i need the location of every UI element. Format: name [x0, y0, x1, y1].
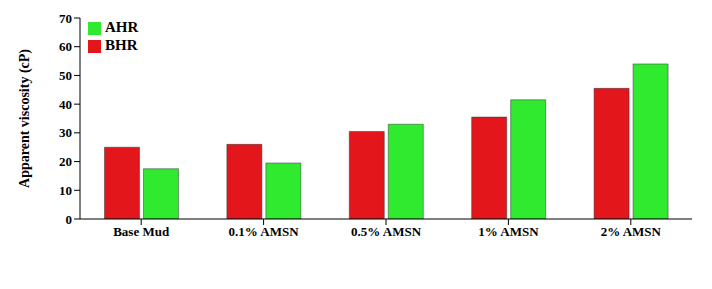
- html-text:AHR: AHR: [105, 19, 139, 35]
- svg-text:10: 10: [59, 183, 72, 198]
- html-text:BHR: BHR: [105, 37, 138, 53]
- svg-text:50: 50: [59, 68, 72, 83]
- svg-text:40: 40: [59, 97, 72, 112]
- svg-text:2% AMSN: 2% AMSN: [601, 224, 662, 239]
- svg-text:0.5% AMSN: 0.5% AMSN: [351, 224, 422, 239]
- svg-text:30: 30: [59, 125, 72, 140]
- svg-text:1% AMSN: 1% AMSN: [478, 224, 539, 239]
- svg-text:Base Mud: Base Mud: [113, 224, 170, 239]
- svg-text:70: 70: [59, 11, 72, 26]
- svg-text:0: 0: [66, 212, 73, 227]
- svg-text:Apparent viscosity (cP): Apparent viscosity (cP): [17, 49, 33, 188]
- svg-text:20: 20: [59, 154, 72, 169]
- svg-text:0.1% AMSN: 0.1% AMSN: [229, 224, 300, 239]
- svg-text:60: 60: [59, 39, 72, 54]
